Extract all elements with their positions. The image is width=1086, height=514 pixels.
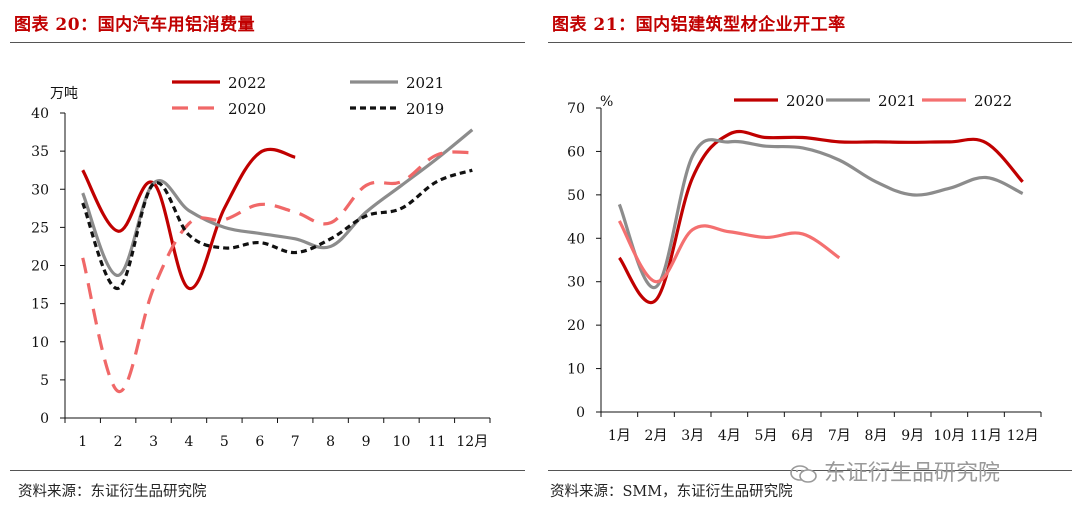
right-x-tick-label: 8月 bbox=[865, 428, 888, 444]
left-chart-title: 图表 20：国内汽车用铝消费量 bbox=[14, 15, 256, 35]
right-x-tick-label: 12月 bbox=[1007, 428, 1039, 444]
right-series-2021-line bbox=[617, 138, 1024, 289]
left-x-tick-label: 1 bbox=[78, 434, 87, 450]
watermark-text: 东证衍生品研究院 bbox=[824, 461, 1001, 486]
right-y-tick-label: 20 bbox=[567, 318, 585, 334]
right-x-tick-label: 3月 bbox=[681, 428, 704, 444]
wechat-icon bbox=[790, 465, 817, 483]
left-x-tick-label: 10 bbox=[393, 434, 411, 450]
left-x-tick-label: 4 bbox=[184, 434, 193, 450]
right-x-tick-label: 7月 bbox=[828, 428, 851, 444]
left-x-tick-label: 2 bbox=[114, 434, 123, 450]
right-y-tick-label: 60 bbox=[567, 144, 585, 160]
right-y-tick-label: 30 bbox=[567, 275, 585, 291]
left-y-tick-label: 20 bbox=[31, 259, 49, 275]
right-series-2022-line bbox=[617, 220, 841, 284]
right-y-unit-label: % bbox=[600, 94, 613, 110]
left-y-tick-label: 40 bbox=[31, 106, 49, 122]
left-x-tick-label: 12月 bbox=[456, 434, 488, 450]
left-legend-label-2021: 2021 bbox=[406, 74, 444, 92]
right-legend-label-2022: 2022 bbox=[974, 92, 1012, 110]
right-x-tick-label: 6月 bbox=[791, 428, 814, 444]
left-x-tick-label: 5 bbox=[220, 434, 229, 450]
watermark: 东证衍生品研究院 bbox=[790, 455, 1000, 487]
left-legend-label-2019: 2019 bbox=[406, 100, 444, 118]
right-y-tick-label: 50 bbox=[567, 188, 585, 204]
right-x-tick-label: 11月 bbox=[970, 428, 1002, 444]
right-chart-title: 图表 21：国内铝建筑型材企业开工率 bbox=[552, 15, 846, 35]
left-x-tick-label: 6 bbox=[255, 434, 264, 450]
right-legend-label-2021: 2021 bbox=[878, 92, 916, 110]
car-aluminum-consumption-chart: 0 5 10 15 20 25 30 35 40 1 2 3 4 5 6 7 8 9 10 11 12月 万吨 2022 20… bbox=[31, 74, 491, 450]
left-y-tick-label: 30 bbox=[31, 182, 49, 198]
right-y-tick-label: 40 bbox=[567, 231, 585, 247]
title-rule bbox=[10, 42, 525, 43]
left-x-tick-label: 3 bbox=[149, 434, 158, 450]
left-y-tick-label: 25 bbox=[31, 220, 49, 236]
source-rule bbox=[10, 470, 525, 471]
right-x-tick-label: 1月 bbox=[608, 428, 631, 444]
left-x-tick-label: 7 bbox=[291, 434, 300, 450]
left-y-unit-label: 万吨 bbox=[50, 86, 78, 102]
right-x-tick-label: 2月 bbox=[645, 428, 668, 444]
left-chart-panel: 图表 20：国内汽车用铝消费量 0 5 10 15 20 25 30 35 40 1 2 3 4 5 6 7 8… bbox=[0, 0, 530, 514]
right-source-note: 资料来源：SMM，东证衍生品研究院 bbox=[550, 484, 793, 500]
building-profile-operating-rate-chart: 0 10 20 30 40 50 60 70 1月 2月 3月 4月 5月 6月 7月 8月 9月 10月 11月 1… bbox=[567, 92, 1042, 444]
right-x-tick-label: 5月 bbox=[755, 428, 778, 444]
right-x-tick-label: 10月 bbox=[933, 428, 965, 444]
right-legend-label-2020: 2020 bbox=[786, 92, 824, 110]
left-x-tick-label: 11 bbox=[428, 434, 446, 450]
left-legend-label-2020: 2020 bbox=[228, 100, 266, 118]
right-chart-panel: 图表 21：国内铝建筑型材企业开工率 0 10 20 30 40 50 60 70 1月 2月 3月… bbox=[548, 0, 1086, 514]
right-x-tick-label: 9月 bbox=[901, 428, 924, 444]
right-y-tick-label: 0 bbox=[576, 405, 585, 421]
right-y-tick-label: 10 bbox=[567, 362, 585, 378]
left-series-2020-line bbox=[81, 150, 473, 393]
left-y-tick-label: 15 bbox=[31, 297, 49, 313]
left-x-tick-label: 9 bbox=[362, 434, 371, 450]
left-y-tick-label: 35 bbox=[31, 144, 49, 160]
left-y-tick-label: 10 bbox=[31, 335, 49, 351]
right-series-2020-line bbox=[618, 129, 1024, 305]
right-y-tick-label: 70 bbox=[567, 101, 585, 117]
right-x-tick-label: 4月 bbox=[718, 428, 741, 444]
left-x-tick-label: 8 bbox=[326, 434, 335, 450]
left-y-tick-label: 5 bbox=[40, 373, 49, 389]
left-legend-label-2022: 2022 bbox=[228, 74, 266, 92]
left-y-tick-label: 0 bbox=[40, 411, 49, 427]
left-series-2022-line bbox=[81, 147, 296, 290]
left-series-2019-line bbox=[81, 168, 473, 290]
title-rule bbox=[548, 42, 1072, 43]
left-source-note: 资料来源：东证衍生品研究院 bbox=[18, 484, 207, 500]
